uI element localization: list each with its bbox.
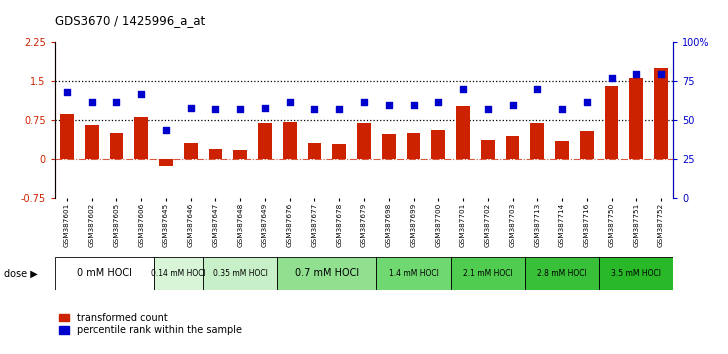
Bar (85, 125, 98, 159)
Bar (154, 257, 203, 290)
Bar (55, 257, 154, 290)
Bar (60, 114, 74, 159)
Point (160, 127, 172, 132)
Bar (555, 141, 569, 159)
Bar (432, 130, 445, 159)
Bar (451, 257, 525, 290)
Bar (605, 86, 618, 159)
Point (111, 99, 122, 104)
Point (432, 99, 444, 104)
Point (259, 105, 271, 111)
Bar (382, 135, 395, 159)
Point (482, 107, 494, 112)
Point (383, 102, 395, 108)
Bar (203, 257, 277, 290)
Point (531, 86, 543, 92)
Bar (357, 124, 371, 159)
Bar (456, 106, 470, 159)
Point (507, 102, 518, 108)
Text: 3.5 mM HOCl: 3.5 mM HOCl (612, 269, 661, 278)
Bar (630, 78, 643, 159)
Bar (308, 143, 321, 159)
Text: GDS3670 / 1425996_a_at: GDS3670 / 1425996_a_at (55, 14, 205, 27)
Text: 2.8 mM HOCl: 2.8 mM HOCl (537, 269, 587, 278)
Bar (376, 257, 451, 290)
Point (333, 107, 345, 112)
Point (135, 91, 147, 97)
Point (61, 90, 73, 95)
Bar (531, 123, 544, 159)
Bar (407, 133, 420, 159)
Bar (654, 68, 668, 159)
Bar (258, 124, 272, 159)
Text: dose ▶: dose ▶ (4, 268, 37, 279)
Point (210, 107, 221, 112)
Bar (110, 133, 123, 159)
Text: 1.4 mM HOCl: 1.4 mM HOCl (389, 269, 438, 278)
Legend: transformed count, percentile rank within the sample: transformed count, percentile rank withi… (60, 313, 242, 335)
Bar (580, 131, 593, 159)
Bar (234, 150, 247, 159)
Point (284, 99, 296, 104)
Text: 2.1 mM HOCl: 2.1 mM HOCl (463, 269, 513, 278)
Bar (277, 257, 376, 290)
Bar (159, 159, 173, 166)
Point (358, 99, 370, 104)
Bar (599, 257, 673, 290)
Bar (209, 149, 222, 159)
Point (234, 107, 246, 112)
Point (309, 107, 320, 112)
Bar (333, 144, 346, 159)
Text: 0.14 mM HOCl: 0.14 mM HOCl (151, 269, 206, 278)
Bar (506, 136, 519, 159)
Point (408, 102, 419, 108)
Text: 0 mM HOCl: 0 mM HOCl (76, 268, 132, 279)
Point (630, 71, 642, 76)
Bar (135, 117, 148, 159)
Bar (481, 140, 494, 159)
Bar (525, 257, 599, 290)
Point (185, 105, 197, 111)
Bar (283, 122, 296, 159)
Text: 0.7 mM HOCl: 0.7 mM HOCl (295, 268, 359, 279)
Bar (184, 143, 197, 159)
Point (655, 71, 667, 76)
Point (457, 86, 469, 92)
Text: 0.35 mM HOCl: 0.35 mM HOCl (213, 269, 268, 278)
Point (606, 75, 617, 81)
Point (581, 99, 593, 104)
Point (86, 99, 98, 104)
Point (556, 107, 568, 112)
